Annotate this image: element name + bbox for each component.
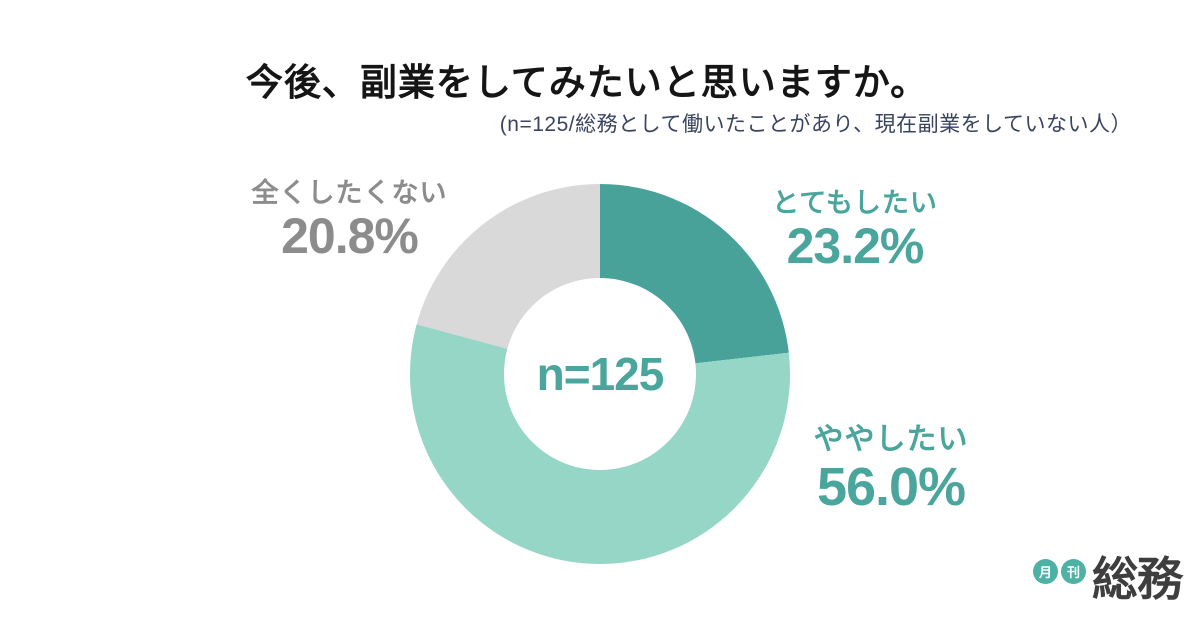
segment-name-very-want: とてもしたい (772, 188, 938, 218)
segment-value-somewhat-want: 56.0% (816, 457, 966, 517)
logo-badge-month: 月 (1033, 559, 1058, 584)
logo-text: 総務 (1092, 553, 1183, 605)
segment-name-somewhat-want: ややしたい (813, 423, 969, 456)
segment-name-not-want: 全くしたくない (251, 178, 448, 208)
chart-title: 今後、副業をしてみたいと思いますか。 (245, 62, 929, 103)
segment-value-not-want: 20.8% (281, 208, 419, 265)
logo-badge-issue: 刊 (1061, 559, 1086, 584)
brand-logo: 月 刊 総務 (1033, 553, 1193, 618)
segment-label-somewhat-want: ややしたい 56.0% (770, 422, 1012, 517)
segment-label-very-want: とてもしたい 23.2% (735, 187, 975, 274)
sample-size-label: n=125 (536, 348, 665, 400)
segment-label-not-want: 全くしたくない 20.8% (228, 177, 471, 264)
segment-value-very-want: 23.2% (786, 218, 925, 275)
donut-chart: n=125 (410, 184, 790, 564)
chart-subtitle: (n=125/総務として働いたことがあり、現在副業をしていない人） (499, 113, 1132, 136)
donut-hole: n=125 (504, 278, 696, 470)
